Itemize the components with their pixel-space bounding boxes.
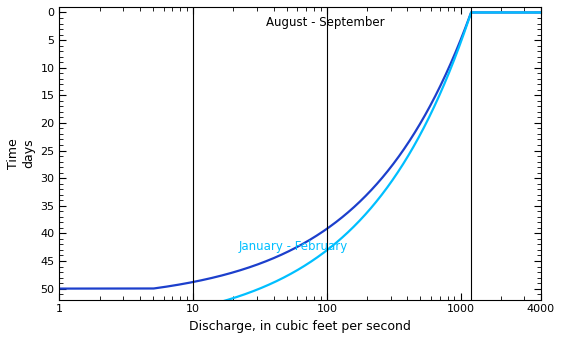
Y-axis label: Time
days: Time days <box>7 138 35 169</box>
Text: August - September: August - September <box>266 16 384 29</box>
Text: January - February: January - February <box>239 240 348 253</box>
X-axis label: Discharge, in cubic feet per second: Discharge, in cubic feet per second <box>189 320 411 333</box>
